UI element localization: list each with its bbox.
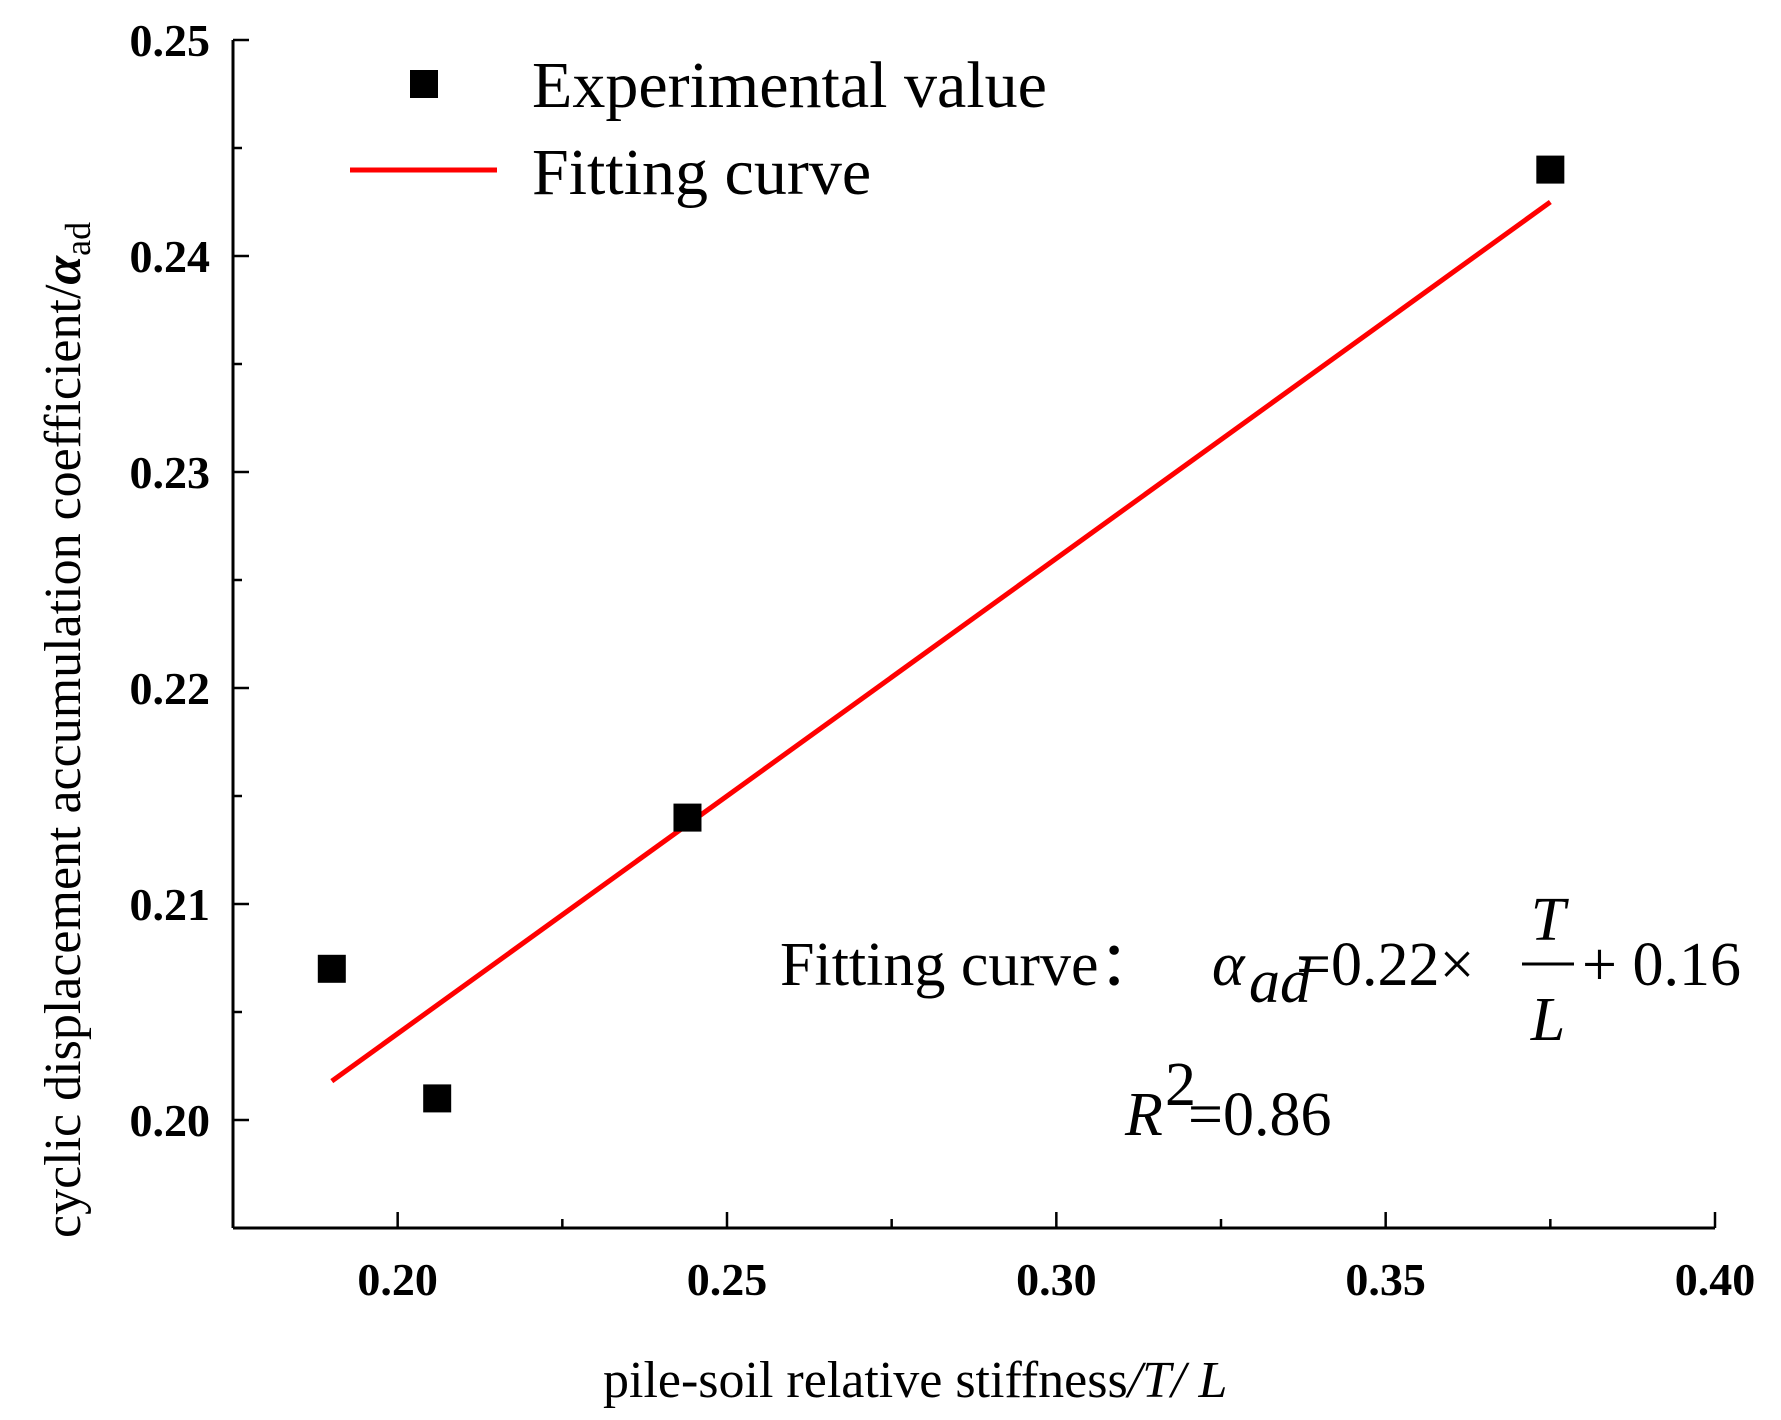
y-tick-label: 0.20 [130,1095,211,1146]
y-tick-label: 0.22 [130,663,211,714]
equation-alpha: α [1212,931,1246,999]
r2-value: =0.86 [1188,1081,1331,1149]
x-tick-label: 0.20 [357,1254,438,1305]
experimental-point [317,954,346,983]
fit-equation-annotation: Fitting curve： α ad =0.22× T L + 0.16 [780,886,1741,1054]
equation-frac-numerator: T [1531,886,1570,954]
x-tick-label: 0.40 [1675,1254,1756,1305]
x-axis-title-var-l: L [1198,1352,1228,1409]
x-axis-title-var-t: T [1142,1352,1174,1409]
y-tick-label: 0.21 [130,879,211,930]
legend-marker-square [410,70,438,98]
legend-label-experimental: Experimental value [532,49,1047,122]
x-tick-label: 0.30 [1016,1254,1097,1305]
equation-frac-denominator: L [1530,986,1565,1054]
equation-prefix: Fitting curve： [780,931,1161,999]
experimental-point [673,803,702,832]
axis-tick-labels: 0.20 0.25 0.30 0.35 0.40 0.20 0.21 0.22 0.23 0.24… [130,15,1756,1305]
x-axis-title: pile-soil relative stiffness/T/ L [603,1352,1227,1409]
y-axis-title-subscript: ad [58,222,98,256]
y-tick-label: 0.24 [130,231,211,282]
y-axis-title-text: cyclic displacement accumulation coeffic… [35,284,92,1238]
fitting-curve-line [330,199,1552,1084]
x-tick-label: 0.35 [1345,1254,1426,1305]
plot-axes [231,40,1715,1230]
y-tick-label: 0.25 [130,15,211,66]
equation-end: + 0.16 [1582,931,1741,999]
x-axis-title-text: pile-soil relative stiffness [603,1352,1128,1409]
experimental-points-layer [317,155,1565,1113]
equation-alpha-sub: ad [1249,948,1312,1016]
r-squared-annotation: R 2 =0.86 [1124,1051,1331,1149]
legend: Experimental value Fitting curve [350,49,1047,209]
axis-ticks [233,38,1717,1228]
fitting-curve-layer [330,199,1552,1084]
y-tick-label: 0.23 [130,447,211,498]
r2-var: R [1124,1081,1163,1149]
legend-label-fitting: Fitting curve [532,136,871,209]
experimental-point [1536,155,1565,184]
experimental-point [423,1084,452,1113]
x-tick-label: 0.25 [687,1254,768,1305]
y-axis-title: cyclic displacement accumulation coeffic… [35,222,98,1238]
y-axis-title-symbol: α [35,255,92,285]
x-axis-title-sep2: / [1168,1352,1198,1409]
r2-sup: 2 [1165,1051,1196,1119]
equation-middle: =0.22× [1296,931,1474,999]
x-axis-title-sep1: / [1125,1352,1147,1409]
